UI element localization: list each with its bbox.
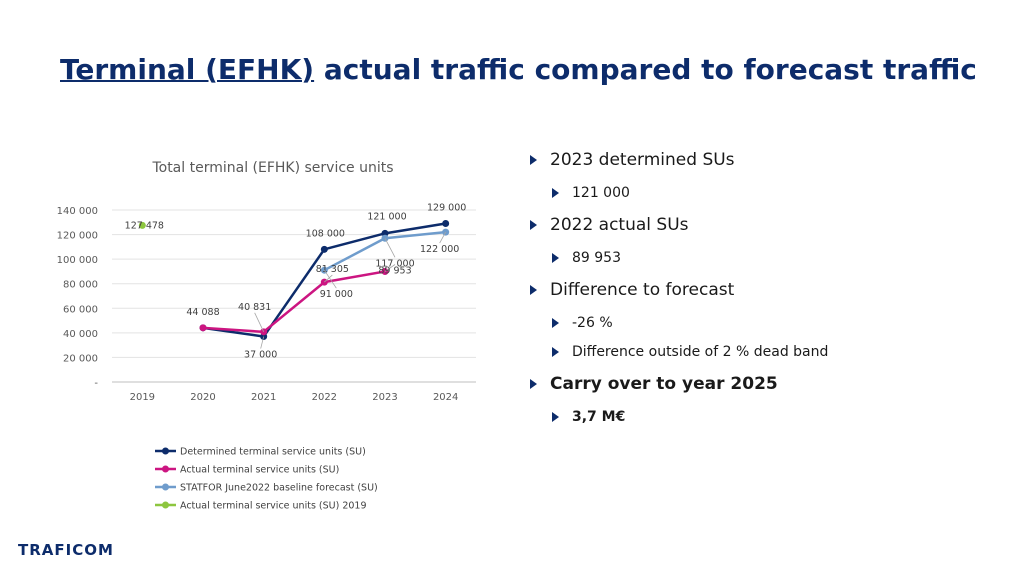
data-point <box>320 245 328 253</box>
data-label: 129 000 <box>427 203 466 214</box>
x-tick-label: 2021 <box>251 392 276 403</box>
bullet-text: 2022 actual SUs <box>550 215 689 235</box>
bullet-arrow-icon <box>530 285 537 295</box>
data-label: 81 305 <box>316 264 349 275</box>
bullet-arrow-icon <box>530 155 537 165</box>
bullet-arrow-icon <box>530 220 537 230</box>
y-tick-label: 40 000 <box>63 329 98 340</box>
data-point <box>381 267 389 275</box>
legend-label: Actual terminal service units (SU) <box>180 465 339 476</box>
legend-label: Determined terminal service units (SU) <box>180 447 366 458</box>
x-tick-label: 2022 <box>312 392 337 403</box>
sub-bullet-actual-value: 89 953 <box>552 250 621 266</box>
data-label: 40 831 <box>238 302 271 313</box>
sub-bullet-carry-over-value: 3,7 M€ <box>552 409 626 425</box>
bullet-arrow-icon <box>552 318 559 328</box>
label-leader-line <box>254 312 265 333</box>
bullet-actual: 2022 actual SUs <box>530 215 689 235</box>
x-tick-label: 2024 <box>433 392 458 403</box>
data-label: 91 000 <box>320 289 353 300</box>
legend-marker <box>162 501 169 509</box>
title-text: actual traffic compared to forecast traf… <box>323 53 977 86</box>
bullet-determined: 2023 determined SUs <box>530 150 735 170</box>
x-tick-label: 2019 <box>130 392 155 403</box>
bullet-text: Difference outside of 2 % dead band <box>572 344 829 360</box>
bullet-arrow-icon <box>552 188 559 198</box>
series-line-1 <box>202 270 386 334</box>
y-tick-label: 100 000 <box>57 255 98 266</box>
data-point <box>199 324 207 332</box>
bullet-text: Carry over to year 2025 <box>550 374 778 394</box>
bullet-text: 3,7 M€ <box>572 409 626 425</box>
legend-marker <box>162 483 169 491</box>
bullet-text: -26 % <box>572 315 613 331</box>
data-label: 89 953 <box>378 265 411 276</box>
y-tick-label: 120 000 <box>57 231 98 242</box>
y-tick-label: 80 000 <box>63 280 98 291</box>
sub-bullet-difference-value: -26 % <box>552 315 613 331</box>
y-tick-label: 20 000 <box>63 353 98 364</box>
data-label: 121 000 <box>367 211 406 222</box>
y-tick-label: 60 000 <box>63 304 98 315</box>
data-label: 37 000 <box>244 350 277 361</box>
data-label: 44 088 <box>186 307 219 318</box>
data-label: 108 000 <box>306 228 345 239</box>
label-leader-line <box>324 269 337 289</box>
bullet-arrow-icon <box>552 412 559 422</box>
slide-title: Terminal (EFHK) actual traffic compared … <box>60 54 980 86</box>
legend-marker <box>162 447 169 455</box>
bullet-arrow-icon <box>530 379 537 389</box>
legend-label: Actual terminal service units (SU) 2019 <box>180 501 367 512</box>
sub-bullet-determined-value: 121 000 <box>552 185 630 201</box>
traffic-chart: Total terminal (EFHK) service units - 20 0… <box>57 160 476 512</box>
label-leader-line <box>384 264 396 272</box>
bullet-carry-over: Carry over to year 2025 <box>530 374 778 394</box>
x-tick-label: 2023 <box>372 392 397 403</box>
data-point <box>138 221 146 229</box>
data-point <box>381 229 389 237</box>
label-leader-line <box>439 231 447 244</box>
bullet-text: 121 000 <box>572 185 630 201</box>
bullet-text: Difference to forecast <box>550 280 735 300</box>
data-point <box>442 220 450 228</box>
label-leader-line <box>384 238 396 258</box>
bullet-arrow-icon <box>552 253 559 263</box>
chart-title: Total terminal (EFHK) service units <box>151 160 393 176</box>
y-tick-label: 140 000 <box>57 206 98 217</box>
x-tick-label: 2020 <box>190 392 215 403</box>
bullet-text: 89 953 <box>572 250 621 266</box>
data-label: 122 000 <box>420 244 459 255</box>
label-leader-line <box>260 336 265 349</box>
data-label: 117 000 <box>375 258 414 269</box>
y-tick-label: - <box>94 378 98 389</box>
bullet-difference: Difference to forecast <box>530 280 735 300</box>
legend-label: STATFOR June2022 baseline forecast (SU) <box>180 483 378 494</box>
title-link[interactable]: Terminal (EFHK) <box>60 53 315 86</box>
traficom-logo: TRAFICOM <box>18 541 114 559</box>
label-leader-line <box>324 274 333 283</box>
data-label: 127 478 <box>125 220 164 231</box>
legend-marker <box>162 465 169 473</box>
bullet-arrow-icon <box>552 347 559 357</box>
sub-bullet-dead-band: Difference outside of 2 % dead band <box>552 344 829 360</box>
bullet-text: 2023 determined SUs <box>550 150 735 170</box>
